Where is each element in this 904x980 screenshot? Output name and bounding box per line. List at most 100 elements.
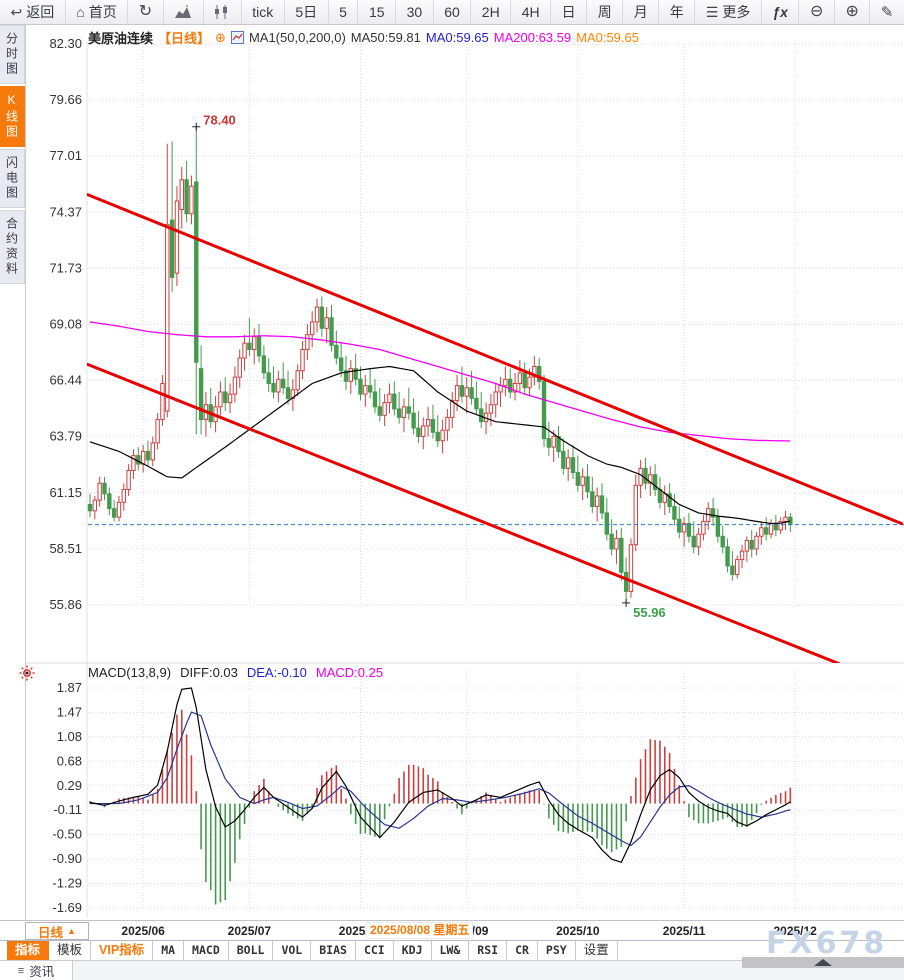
sidebar-tab-time-chart[interactable]: 分时图	[0, 25, 25, 84]
home-button[interactable]: ⌂ 首页	[64, 0, 128, 24]
period-selector-button[interactable]: 日线 ▲	[25, 922, 89, 940]
tab-vip-indicators[interactable]: VIP指标	[91, 941, 154, 961]
tab-psy[interactable]: PSY	[537, 941, 576, 961]
interval-week-button[interactable]: 周	[586, 0, 622, 24]
price-markers-layer: 78.40 55.96	[192, 113, 666, 620]
high-price-label: 78.40	[203, 113, 236, 128]
ma-settings: MA1(50,0,200,0)	[248, 30, 346, 45]
interval-2h-button[interactable]: 2H	[470, 0, 510, 24]
fx-icon: ƒx	[772, 4, 788, 20]
tab-lw[interactable]: LW&	[431, 941, 470, 961]
tab-rsi[interactable]: RSI	[469, 941, 508, 961]
macd-header: MACD(13,8,9) DIFF:0.03 DEA:-0.10 MACD:0.…	[88, 665, 383, 680]
tab-cr[interactable]: CR	[507, 941, 538, 961]
triangle-up-icon	[814, 959, 832, 966]
x-axis-month-label: 2025/07	[227, 924, 272, 938]
interval-60m-button[interactable]: 60	[432, 0, 471, 24]
x-axis-month-label: 2025/06	[121, 924, 165, 938]
panel-collapse-handle[interactable]	[742, 957, 904, 968]
back-button[interactable]: ↩ 返回	[0, 0, 65, 24]
macd-value: MACD:0.25	[315, 665, 384, 680]
interval-year-button[interactable]: 年	[658, 0, 694, 24]
refresh-button[interactable]: ↻	[127, 0, 162, 24]
more-menu-button[interactable]: ☰ 更多	[694, 0, 761, 24]
x-axis-month-label: 2025/11	[662, 924, 706, 938]
svg-text:82.30: 82.30	[49, 36, 82, 51]
hamburger-menu-icon: ☰	[705, 4, 719, 20]
formula-button[interactable]: ƒx	[760, 0, 799, 24]
zoom-in-button[interactable]: ⊕	[833, 0, 869, 24]
date-axis-row: 日线 ▲ 2025/08/08 星期五 2025/06 2025/07 2025/0…	[0, 920, 904, 940]
zoom-out-button[interactable]: ⊖	[798, 0, 833, 24]
macd-params: MACD(13,8,9)	[88, 665, 172, 680]
tab-templates[interactable]: 模板	[49, 941, 92, 961]
sidebar-tab-lightning-chart[interactable]: 闪电图	[0, 149, 25, 208]
tab-cci[interactable]: CCI	[355, 941, 394, 961]
interval-5day-button[interactable]: 5日	[283, 0, 328, 24]
tab-settings[interactable]: 设置	[575, 941, 618, 961]
svg-text:1.47: 1.47	[57, 704, 82, 719]
crosshair-date-tooltip: 2025/08/08 星期五	[366, 922, 474, 939]
zoom-out-icon: ⊖	[810, 3, 824, 20]
main-chart-header: 美原油连续 【日线】 ⊕ MA1(50,0,200,0) MA50:59.81 …	[88, 28, 639, 47]
chart-type-sidebar: 分时图 K线图 闪电图 合约资料	[0, 25, 26, 920]
candlestick-icon	[215, 5, 228, 19]
svg-text:-0.90: -0.90	[52, 851, 82, 866]
bottom-bar: ≡ 资讯	[0, 957, 904, 980]
svg-text:-0.11: -0.11	[53, 802, 82, 817]
pencil-icon: ✎	[880, 3, 894, 21]
indicator-settings-sun-icon[interactable]	[19, 665, 35, 681]
svg-text:77.01: 77.01	[49, 148, 82, 163]
interval-day-button[interactable]: 日	[550, 0, 586, 24]
svg-text:-1.29: -1.29	[52, 876, 82, 891]
fx678-watermark: FX678	[766, 926, 888, 961]
svg-text:69.08: 69.08	[49, 317, 82, 332]
refresh-icon: ↻	[138, 3, 153, 20]
chart-area: 78.40 55.96 82.30 79.66 77.01 74.37 71.73 69.08…	[19, 25, 904, 920]
svg-text:55.86: 55.86	[49, 597, 82, 612]
sidebar-tab-kline-chart[interactable]: K线图	[0, 86, 25, 147]
tab-kdj[interactable]: KDJ	[393, 941, 432, 961]
ma0-orange-value: MA0:59.65	[576, 30, 639, 45]
svg-text:63.79: 63.79	[49, 429, 82, 444]
sidebar-tab-contract-info[interactable]: 合约资料	[0, 210, 25, 284]
tab-bias[interactable]: BIAS	[311, 941, 356, 961]
svg-text:74.37: 74.37	[49, 204, 82, 219]
interval-tick-button[interactable]: tick	[240, 0, 284, 24]
news-tab[interactable]: ≡ 资讯	[0, 961, 73, 980]
tab-boll[interactable]: BOLL	[228, 941, 274, 961]
macd-diff-value: DIFF:0.03	[180, 665, 238, 680]
tick-label: tick	[252, 4, 274, 20]
interval-month-button[interactable]: 月	[622, 0, 658, 24]
svg-text:0.29: 0.29	[57, 778, 82, 793]
x-axis-month-label: 2025/12	[773, 924, 817, 938]
svg-text:71.73: 71.73	[49, 260, 82, 275]
zoom-in-icon: ⊕	[845, 3, 859, 20]
area-chart-icon	[175, 5, 192, 18]
candlestick-mode-button[interactable]	[202, 0, 241, 24]
line-chart-mode-button[interactable]	[162, 0, 203, 24]
interval-4h-button[interactable]: 4H	[510, 0, 550, 24]
home-label: 首页	[88, 4, 117, 20]
svg-text:-1.69: -1.69	[52, 900, 82, 915]
back-label: 返回	[26, 4, 55, 20]
tab-ma[interactable]: MA	[153, 941, 185, 961]
draw-tool-button[interactable]: ✎	[869, 0, 904, 24]
tab-vol[interactable]: VOL	[273, 941, 312, 961]
macd-layer	[89, 687, 792, 905]
add-indicator-icon[interactable]: ⊕	[215, 29, 226, 45]
caret-up-icon: ▲	[67, 926, 76, 936]
candlestick-macd-plot[interactable]: 78.40 55.96 82.30 79.66 77.01 74.37 71.73 69.08…	[26, 25, 904, 920]
svg-text:0.68: 0.68	[57, 753, 82, 768]
svg-text:58.51: 58.51	[49, 541, 82, 556]
period-label: 【日线】	[158, 31, 211, 46]
candles-layer	[87, 126, 793, 603]
tab-macd[interactable]: MACD	[184, 941, 229, 961]
low-price-label: 55.96	[633, 605, 666, 620]
tab-indicators[interactable]: 指标	[7, 941, 50, 961]
mini-chart-icon	[230, 31, 244, 44]
interval-15m-button[interactable]: 15	[357, 0, 395, 24]
interval-30m-button[interactable]: 30	[395, 0, 433, 24]
interval-5m-button[interactable]: 5	[327, 0, 358, 24]
